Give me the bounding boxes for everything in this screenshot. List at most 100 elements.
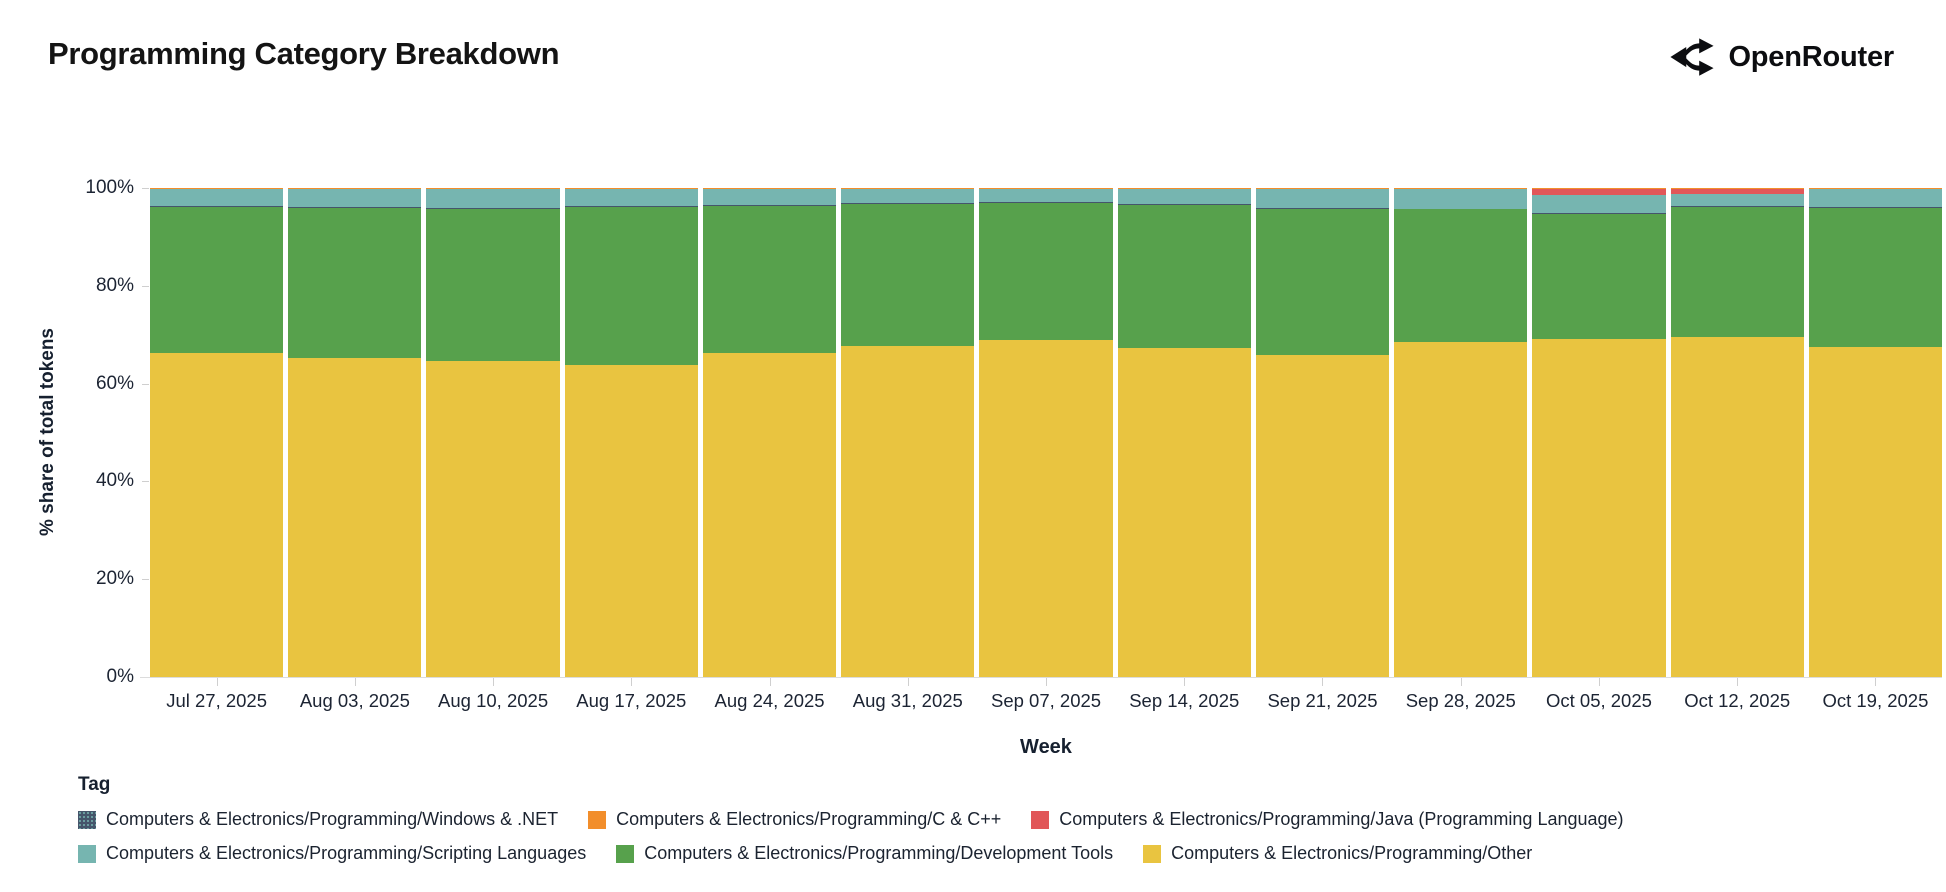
development-tools-segment[interactable]	[1532, 214, 1666, 339]
y-tick-label: 60%	[95, 372, 134, 394]
x-tick-mark	[907, 678, 909, 686]
x-tick-cell	[1809, 678, 1942, 686]
bar-sep-07-2025	[979, 188, 1113, 677]
other-segment[interactable]	[426, 360, 560, 677]
y-tick-mark	[142, 481, 149, 483]
legend-item: Computers & Electronics/Programming/Java…	[1031, 809, 1624, 830]
java-segment[interactable]	[1670, 189, 1804, 194]
other-segment[interactable]	[1670, 337, 1804, 677]
windows-dotnet-segment[interactable]	[1255, 207, 1390, 209]
windows-dotnet-segment[interactable]	[979, 202, 1113, 204]
windows-dotnet-segment[interactable]	[426, 207, 560, 209]
c-cpp-segment[interactable]	[150, 188, 284, 190]
y-tick-label: 100%	[85, 177, 134, 198]
windows-dotnet-segment[interactable]	[1670, 205, 1804, 207]
x-axis-line	[140, 677, 1942, 678]
c-cpp-segment[interactable]	[1394, 188, 1528, 190]
legend-row: Computers & Electronics/Programming/Scri…	[78, 843, 1624, 864]
bar-sep-14-2025	[1117, 188, 1251, 677]
y-tick-mark	[142, 383, 149, 385]
legend: Tag Computers & Electronics/Programming/…	[78, 774, 1624, 877]
scripting-languages-segment[interactable]	[841, 189, 975, 204]
java-segment[interactable]	[1532, 189, 1666, 195]
scripting-languages-segment[interactable]	[1532, 194, 1666, 214]
x-tick-mark	[1460, 678, 1462, 686]
x-tick-cell	[565, 678, 698, 686]
legend-row: Computers & Electronics/Programming/Wind…	[78, 809, 1624, 830]
c-cpp-segment[interactable]	[702, 188, 837, 190]
windows-dotnet-segment[interactable]	[150, 206, 284, 208]
x-tick-cell	[841, 678, 974, 686]
c-cpp-segment[interactable]	[426, 188, 560, 190]
bar-sep-28-2025	[1394, 188, 1528, 677]
windows-dotnet-segment[interactable]	[564, 206, 698, 208]
other-segment[interactable]	[564, 365, 698, 677]
x-tick-cell	[1394, 678, 1527, 686]
x-tick-cell	[426, 678, 559, 686]
scripting-languages-segment[interactable]	[702, 189, 837, 206]
legend-title: Tag	[78, 774, 111, 795]
development-tools-segment[interactable]	[288, 208, 422, 359]
other-segment[interactable]	[841, 345, 975, 677]
development-tools-segment[interactable]	[1670, 206, 1804, 338]
scripting-languages-segment[interactable]	[564, 189, 698, 207]
windows-dotnet-segment[interactable]	[702, 205, 837, 207]
development-tools-segment[interactable]	[841, 204, 975, 346]
c-cpp-segment[interactable]	[1255, 188, 1390, 190]
scripting-languages-segment[interactable]	[1117, 189, 1251, 205]
other-segment[interactable]	[1394, 342, 1528, 677]
development-tools-segment[interactable]	[1808, 207, 1943, 347]
windows-dotnet-segment[interactable]	[1394, 208, 1528, 210]
other-segment[interactable]	[288, 358, 422, 677]
c-cpp-segment[interactable]	[1670, 188, 1804, 190]
c-cpp-segment[interactable]	[1117, 188, 1251, 190]
legend-swatch	[1031, 810, 1050, 829]
bar-aug-24-2025	[702, 188, 837, 677]
other-segment[interactable]	[1532, 338, 1666, 677]
x-label-row: Jul 27, 2025 Aug 03, 2025 Aug 10, 2025 Aug …	[150, 686, 1942, 712]
scripting-languages-segment[interactable]	[288, 189, 422, 208]
c-cpp-segment[interactable]	[979, 188, 1113, 190]
development-tools-segment[interactable]	[150, 207, 284, 353]
x-tick-mark	[1875, 678, 1877, 686]
brand-name: OpenRouter	[1728, 40, 1894, 73]
development-tools-segment[interactable]	[979, 203, 1113, 340]
development-tools-segment[interactable]	[702, 206, 837, 353]
other-segment[interactable]	[1255, 355, 1390, 677]
other-segment[interactable]	[979, 339, 1113, 677]
windows-dotnet-segment[interactable]	[1808, 206, 1943, 208]
bar-aug-31-2025	[841, 188, 975, 677]
y-tick-label: 0%	[106, 666, 134, 687]
development-tools-segment[interactable]	[1117, 205, 1251, 349]
other-segment[interactable]	[702, 352, 837, 677]
other-segment[interactable]	[1808, 346, 1943, 677]
c-cpp-segment[interactable]	[841, 188, 975, 190]
scripting-languages-segment[interactable]	[150, 189, 284, 207]
other-segment[interactable]	[1117, 348, 1251, 677]
development-tools-segment[interactable]	[1394, 209, 1528, 342]
c-cpp-segment[interactable]	[288, 188, 422, 190]
windows-dotnet-segment[interactable]	[1117, 204, 1251, 206]
legend-swatch	[588, 810, 607, 829]
bar-aug-03-2025	[288, 188, 422, 677]
c-cpp-segment[interactable]	[564, 188, 698, 190]
other-segment[interactable]	[150, 352, 284, 677]
development-tools-segment[interactable]	[426, 208, 560, 361]
scripting-languages-segment[interactable]	[1394, 189, 1528, 209]
windows-dotnet-segment[interactable]	[288, 207, 422, 209]
c-cpp-segment[interactable]	[1532, 188, 1666, 190]
x-tick-cell	[150, 678, 283, 686]
bar-oct-19-2025	[1808, 188, 1943, 677]
windows-dotnet-segment[interactable]	[1532, 213, 1666, 215]
windows-dotnet-segment[interactable]	[841, 203, 975, 205]
scripting-languages-segment[interactable]	[1670, 193, 1804, 206]
scripting-languages-segment[interactable]	[1255, 189, 1390, 208]
scripting-languages-segment[interactable]	[979, 189, 1113, 203]
c-cpp-segment[interactable]	[1808, 188, 1943, 190]
scripting-languages-segment[interactable]	[1808, 189, 1943, 207]
legend-label: Computers & Electronics/Programming/C & …	[616, 809, 1002, 829]
scripting-languages-segment[interactable]	[426, 189, 560, 208]
development-tools-segment[interactable]	[564, 207, 698, 366]
development-tools-segment[interactable]	[1255, 208, 1390, 356]
x-tick-label: Jul 27, 2025	[166, 690, 268, 711]
